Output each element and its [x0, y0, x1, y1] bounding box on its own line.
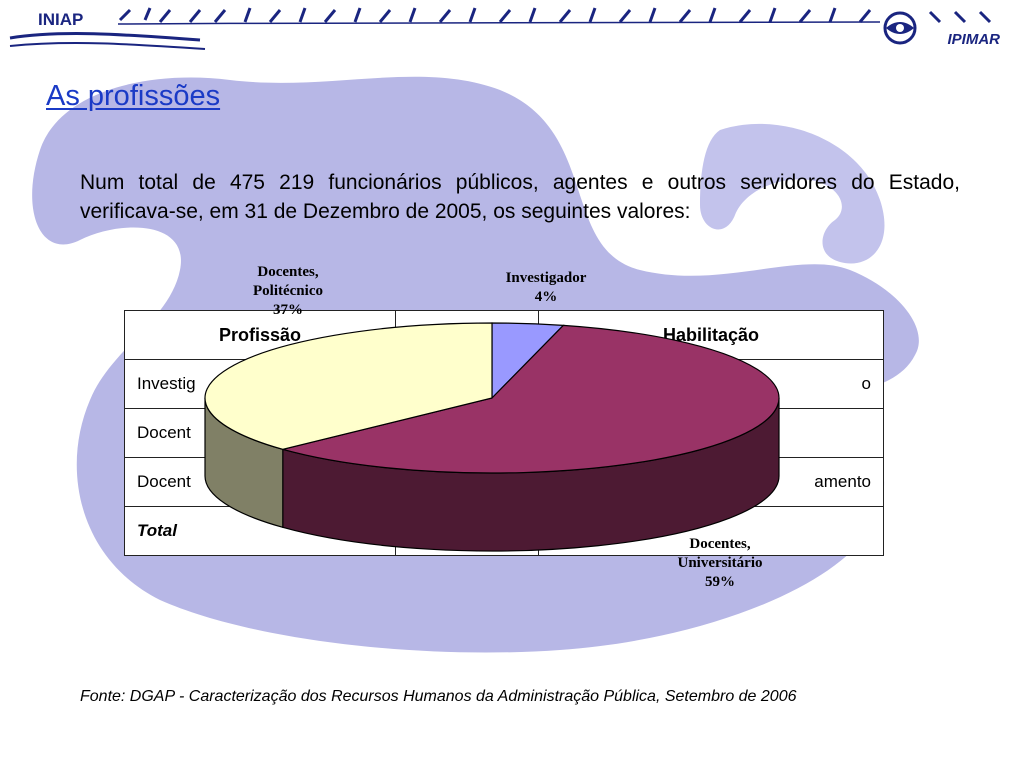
iniap-logo-text: INIAP: [38, 10, 84, 29]
pie-data-label-0: Investigador 4%: [506, 270, 587, 305]
header-wave-pattern: [117, 7, 992, 25]
background-wave-curl: [700, 123, 885, 264]
pie-data-label-1: Docentes, Universitário 59%: [678, 536, 763, 590]
ipimar-logo-icon: [883, 11, 917, 45]
pie-slice-1: [280, 324, 780, 474]
header-swoosh-2: [9, 41, 206, 50]
header-swoosh: [9, 32, 201, 42]
pie-slice-2: [204, 322, 493, 450]
source-footnote: Fonte: DGAP - Caracterização dos Recurso…: [80, 688, 797, 705]
intro-paragraph: Num total de 475 219 funcionários públic…: [80, 171, 960, 223]
page-title: As profissões: [46, 80, 221, 112]
pie-data-label-2: Docentes, Politécnico 37%: [253, 264, 323, 318]
ipimar-logo-text: IPIMAR: [947, 31, 1001, 48]
